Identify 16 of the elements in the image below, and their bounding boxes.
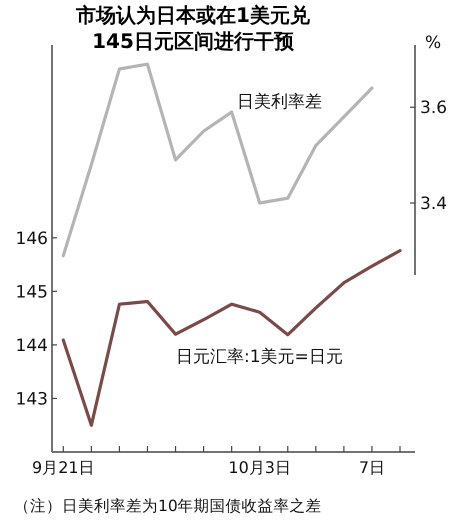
- text: （注）日美利率差为10年期国债收益率之差: [14, 497, 322, 515]
- series-label: 日美利率差: [237, 92, 322, 112]
- y-tick-label: 146: [16, 228, 48, 249]
- y2-tick-label: 3.4: [420, 194, 448, 214]
- y2-axis-title: %: [425, 33, 442, 53]
- x-tick-label: 7日: [358, 458, 386, 477]
- chart-title: 市场认为日本或在1美元兑145日元区间进行干预: [75, 2, 311, 54]
- y-tick-label: 144: [16, 336, 48, 356]
- y-tick-label: 143: [16, 389, 48, 410]
- y2-tick-label: 3.6: [420, 98, 448, 118]
- line-series: [62, 249, 402, 427]
- series-label: 日元汇率:1美元=日元: [176, 347, 343, 367]
- y-tick-label: 145: [16, 282, 48, 302]
- line-series: [62, 62, 374, 258]
- x-tick-label: 9月21日: [32, 458, 95, 477]
- x-tick-label: 10月3日: [228, 458, 291, 477]
